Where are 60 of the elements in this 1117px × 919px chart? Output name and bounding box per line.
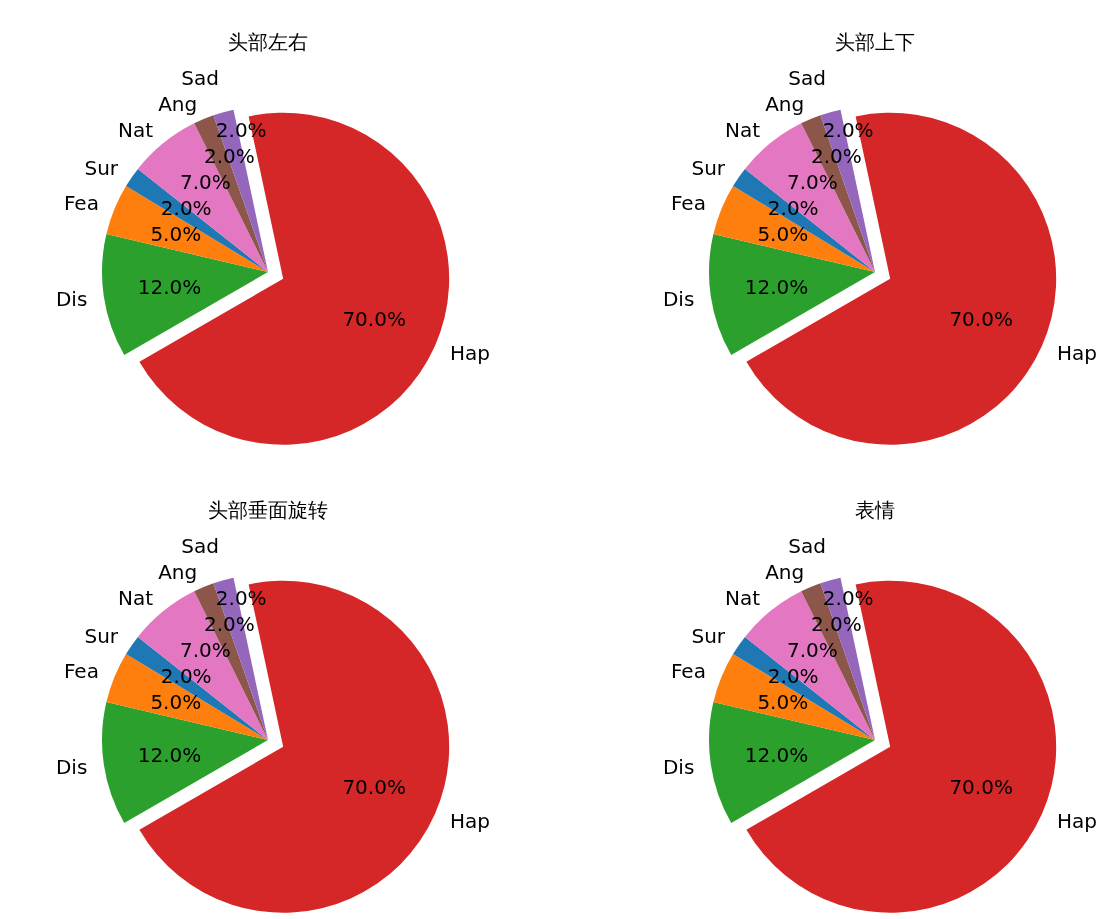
slice-label: Nat [725, 586, 761, 611]
slice-label: Dis [662, 286, 695, 311]
slice-label: Sur [84, 623, 119, 648]
slice-label: Nat [118, 118, 154, 143]
data-label: 2.0% [215, 586, 267, 611]
data-label: 2.0% [767, 664, 819, 689]
chart-title: 头部上下 [835, 30, 915, 54]
data-label: 70.0% [949, 307, 1013, 332]
slice-label: Hap [449, 809, 490, 834]
data-label: 2.0% [215, 118, 267, 143]
chart-title: 表情 [855, 498, 895, 522]
data-label: 70.0% [342, 307, 406, 332]
slice-label: Ang [765, 91, 805, 116]
slice-label: Sad [181, 65, 219, 90]
slice-label: Fea [63, 659, 99, 684]
slice-label: Ang [158, 559, 198, 584]
slice-label: Fea [670, 659, 706, 684]
data-label: 2.0% [160, 664, 212, 689]
data-label: 12.0% [744, 742, 809, 767]
data-label: 5.0% [757, 690, 809, 715]
slice-label: Hap [1056, 341, 1097, 366]
data-label: 7.0% [179, 170, 231, 195]
slice-label: Sad [788, 65, 826, 90]
data-label: 2.0% [767, 196, 819, 221]
slice-label: Dis [55, 286, 88, 311]
slice-label: Sur [691, 155, 726, 180]
data-label: 70.0% [342, 775, 406, 800]
chart-title: 头部左右 [228, 30, 308, 54]
slice-label: Dis [662, 754, 695, 779]
data-label: 2.0% [204, 612, 255, 637]
slice-label: Nat [725, 118, 761, 143]
data-label: 7.0% [179, 638, 231, 663]
slice-label: Sad [181, 533, 219, 558]
data-label: 12.0% [137, 742, 202, 767]
slice-label: Dis [55, 754, 88, 779]
data-label: 2.0% [822, 118, 874, 143]
slice-label: Nat [118, 586, 154, 611]
slice-label: Fea [63, 191, 99, 216]
data-label: 2.0% [811, 612, 862, 637]
data-label: 5.0% [150, 222, 202, 247]
data-label: 2.0% [822, 586, 874, 611]
slice-label: Sur [84, 155, 119, 180]
data-label: 2.0% [204, 144, 255, 169]
data-label: 70.0% [949, 775, 1013, 800]
data-label: 2.0% [811, 144, 862, 169]
data-label: 12.0% [744, 274, 809, 299]
slice-label: Fea [670, 191, 706, 216]
slice-label: Hap [449, 341, 490, 366]
data-label: 12.0% [137, 274, 202, 299]
slice-label: Sur [691, 623, 726, 648]
data-label: 5.0% [150, 690, 202, 715]
chart-title: 头部垂面旋转 [208, 498, 328, 522]
data-label: 2.0% [160, 196, 212, 221]
slice-label: Ang [765, 559, 805, 584]
slice-label: Sad [788, 533, 826, 558]
slice-label: Hap [1056, 809, 1097, 834]
data-label: 7.0% [786, 638, 838, 663]
data-label: 5.0% [757, 222, 809, 247]
data-label: 7.0% [786, 170, 838, 195]
slice-label: Ang [158, 91, 198, 116]
